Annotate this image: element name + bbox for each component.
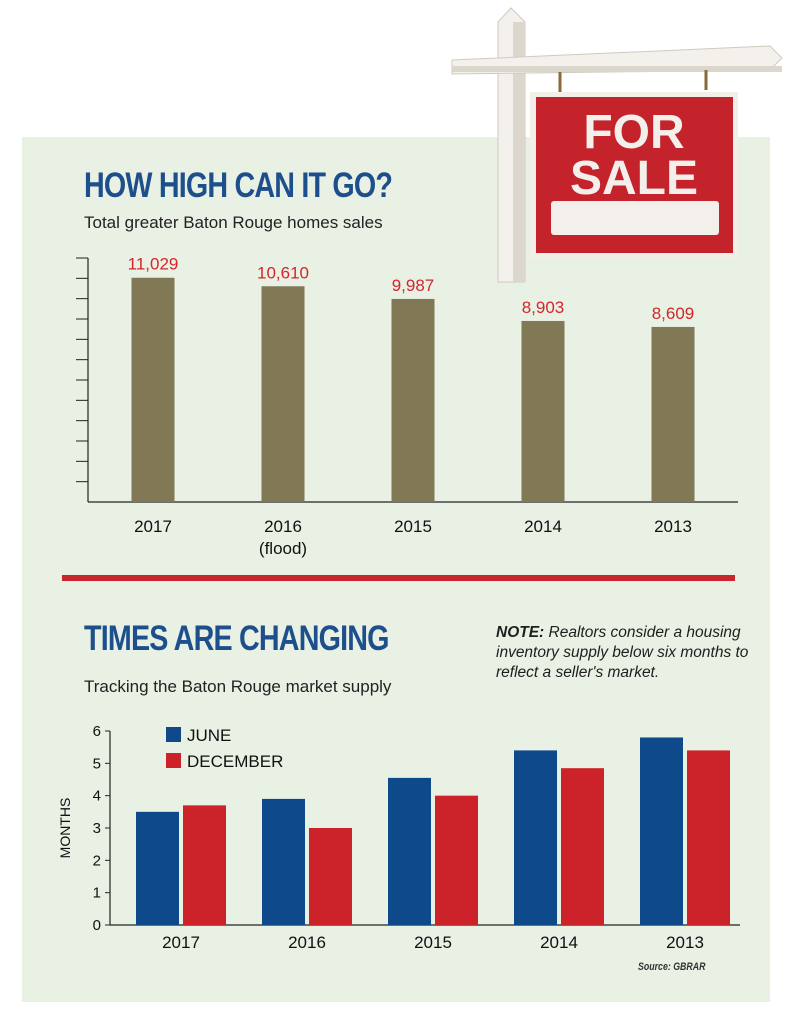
section-divider xyxy=(62,575,735,581)
bottom-chart-title: TIMES ARE CHANGING xyxy=(84,619,389,658)
sign-line-sale: SALE xyxy=(570,152,698,205)
note-body: Realtors consider a housing inventory su… xyxy=(496,624,749,681)
bottom-chart-subtitle: Tracking the Baton Rouge market supply xyxy=(84,677,392,696)
note-label: NOTE: xyxy=(496,624,545,641)
for-sale-sign-illustration: FOR SALE xyxy=(451,7,783,283)
top-chart-subtitle: Total greater Baton Rouge homes sales xyxy=(84,213,383,232)
top-chart-title: HOW HIGH CAN IT GO? xyxy=(84,166,393,205)
source-credit: Source: GBRAR xyxy=(638,961,706,973)
note-text-block: NOTE: Realtors consider a housing invent… xyxy=(496,623,756,683)
sign-line-for: FOR xyxy=(583,106,684,159)
